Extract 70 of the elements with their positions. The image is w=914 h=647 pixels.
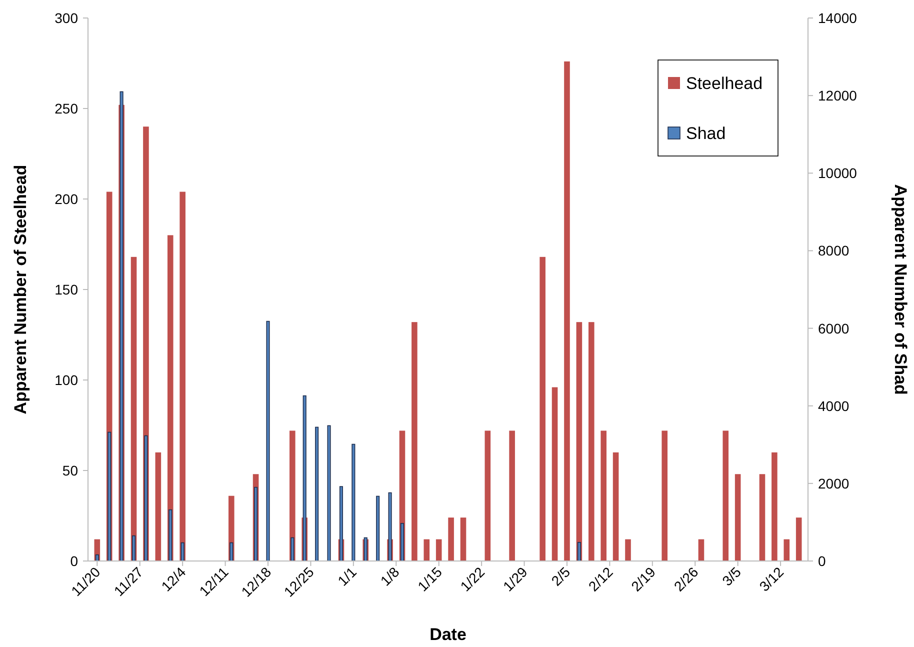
- y2-tick-label: 8000: [818, 242, 850, 259]
- bar: [376, 496, 380, 562]
- bar: [540, 256, 546, 561]
- y2-axis-title: Apparent Number of Shad: [891, 184, 910, 395]
- bar: [424, 539, 430, 561]
- y-tick-label: 0: [70, 553, 78, 569]
- x-axis-title: Date: [430, 625, 466, 644]
- bar: [698, 539, 704, 561]
- bar: [662, 430, 668, 561]
- y-tick-label: 50: [62, 462, 78, 478]
- bar: [167, 235, 174, 561]
- bar: [180, 542, 184, 562]
- bar: [352, 444, 356, 562]
- bar: [230, 542, 234, 562]
- bar: [132, 535, 136, 562]
- bar: [436, 539, 442, 561]
- y2-tick-label: 4000: [818, 398, 850, 414]
- x-tick-label: 2/5: [548, 564, 574, 589]
- bar: [400, 522, 404, 562]
- bar: [722, 430, 729, 561]
- bar: [796, 518, 802, 561]
- x-tick-label: 1/1: [334, 564, 360, 589]
- legend-label: Shad: [686, 124, 726, 143]
- bar: [155, 452, 162, 561]
- bar: [484, 430, 491, 561]
- bar: [612, 452, 619, 561]
- bar: [315, 426, 319, 562]
- bar: [108, 432, 112, 562]
- y2-tick-label: 6000: [818, 320, 850, 336]
- bar: [339, 486, 343, 562]
- y2-tick-label: 10000: [818, 165, 858, 182]
- bar: [552, 387, 558, 561]
- y-tick-label: 100: [54, 372, 78, 388]
- bar: [759, 474, 766, 561]
- bar: [412, 322, 418, 561]
- bar: [448, 518, 454, 561]
- bar: [460, 518, 466, 561]
- y2-tick-label: 12000: [818, 88, 858, 104]
- bar: [388, 492, 392, 562]
- bar: [290, 537, 294, 562]
- bar: [509, 430, 515, 561]
- y2-tick-label: 2000: [818, 475, 850, 492]
- bar: [784, 539, 790, 561]
- bar: [734, 474, 741, 561]
- bar: [327, 425, 331, 562]
- x-tick-label: 3/12: [756, 564, 787, 594]
- y-axis-title: Apparent Number of Steelhead: [11, 164, 30, 414]
- bar: [302, 395, 306, 562]
- y2-tick-label: 14000: [818, 10, 858, 26]
- bar: [600, 430, 606, 561]
- bar: [168, 509, 172, 562]
- bar: [588, 322, 594, 561]
- bar: [625, 539, 631, 561]
- legend-label: Steelhead: [686, 74, 763, 93]
- bar: [144, 435, 148, 562]
- bar: [266, 320, 270, 562]
- y-tick-label: 300: [54, 10, 78, 26]
- x-tick-label: 3/5: [718, 564, 744, 589]
- y2-tick-label: 0: [818, 553, 826, 569]
- bar: [120, 91, 124, 562]
- bar: [180, 192, 186, 561]
- bar: [564, 61, 570, 561]
- y-tick-label: 200: [54, 191, 78, 207]
- x-tick-label: 1/8: [377, 564, 402, 589]
- bar: [130, 256, 137, 561]
- bar: [577, 542, 581, 562]
- bar: [576, 322, 582, 561]
- y-tick-label: 150: [54, 282, 78, 298]
- y-tick-label: 250: [54, 100, 78, 116]
- bar: [772, 452, 778, 561]
